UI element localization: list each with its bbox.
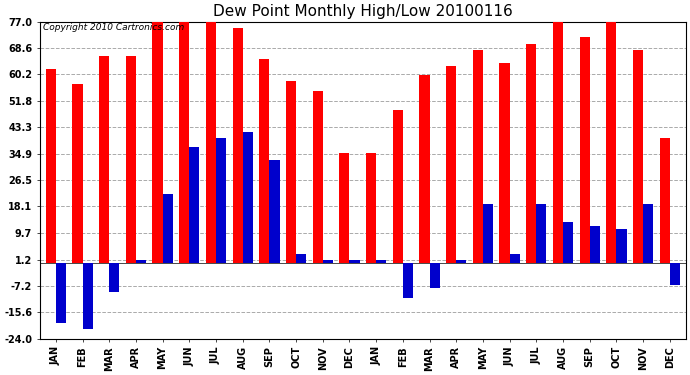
- Bar: [403, 263, 413, 298]
- Bar: [670, 263, 680, 285]
- Bar: [46, 69, 56, 263]
- Bar: [536, 204, 546, 263]
- Bar: [56, 263, 66, 323]
- Bar: [109, 263, 119, 291]
- Bar: [473, 50, 483, 263]
- Bar: [349, 260, 359, 263]
- Bar: [126, 56, 136, 263]
- Bar: [643, 204, 653, 263]
- Bar: [500, 63, 510, 263]
- Bar: [206, 22, 216, 263]
- Bar: [269, 160, 279, 263]
- Bar: [216, 138, 226, 263]
- Bar: [563, 222, 573, 263]
- Bar: [233, 28, 243, 263]
- Bar: [607, 22, 616, 263]
- Bar: [83, 263, 92, 329]
- Bar: [616, 229, 627, 263]
- Bar: [580, 38, 590, 263]
- Bar: [553, 22, 563, 263]
- Bar: [366, 153, 376, 263]
- Title: Dew Point Monthly High/Low 20100116: Dew Point Monthly High/Low 20100116: [213, 4, 513, 19]
- Bar: [323, 260, 333, 263]
- Bar: [259, 59, 269, 263]
- Bar: [446, 66, 456, 263]
- Bar: [136, 260, 146, 263]
- Bar: [376, 260, 386, 263]
- Bar: [456, 260, 466, 263]
- Bar: [243, 132, 253, 263]
- Bar: [99, 56, 109, 263]
- Bar: [189, 147, 199, 263]
- Bar: [660, 138, 670, 263]
- Bar: [296, 254, 306, 263]
- Bar: [339, 153, 349, 263]
- Bar: [590, 226, 600, 263]
- Bar: [633, 50, 643, 263]
- Bar: [526, 44, 536, 263]
- Bar: [483, 204, 493, 263]
- Bar: [393, 110, 403, 263]
- Bar: [430, 263, 440, 288]
- Bar: [179, 22, 189, 263]
- Text: Copyright 2010 Cartronics.com: Copyright 2010 Cartronics.com: [43, 23, 184, 32]
- Bar: [313, 91, 323, 263]
- Bar: [163, 194, 172, 263]
- Bar: [420, 75, 430, 263]
- Bar: [72, 84, 83, 263]
- Bar: [510, 254, 520, 263]
- Bar: [286, 81, 296, 263]
- Bar: [152, 22, 163, 263]
